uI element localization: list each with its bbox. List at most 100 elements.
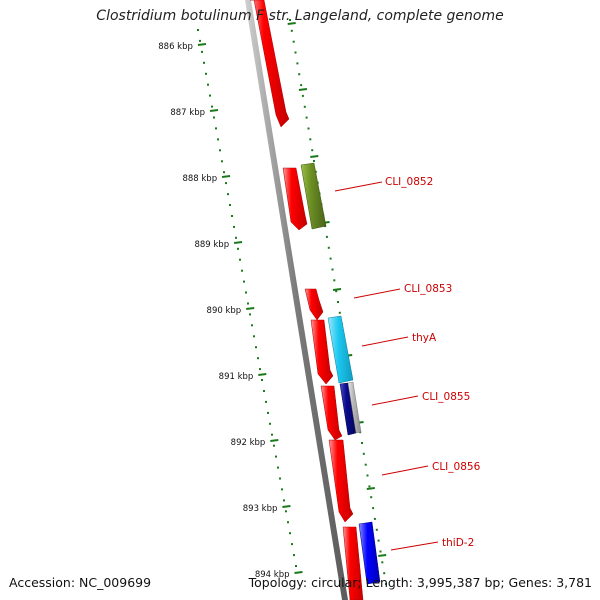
right-guide-dot <box>333 279 336 282</box>
gene-thid-2-bar[interactable] <box>358 521 381 585</box>
right-guide-dot <box>327 246 330 249</box>
leader-thya <box>361 336 409 347</box>
right-guide-dot <box>383 572 386 575</box>
left-guide-dot <box>239 258 241 261</box>
left-guide-dot <box>227 193 229 196</box>
ruler-tick-label: 888 kbp <box>182 174 217 184</box>
ruler-tick-label: 890 kbp <box>207 306 242 316</box>
right-guide-dot <box>307 127 310 130</box>
right-guide-dot <box>311 149 314 152</box>
right-guide-tick <box>378 554 387 557</box>
left-guide-dot <box>217 138 219 141</box>
orf-red-2[interactable] <box>282 167 308 231</box>
right-guide-dot <box>313 160 315 162</box>
ruler-tick-label: 894 kbp <box>255 570 290 580</box>
ruler-tick-mark <box>258 373 267 376</box>
right-guide-dot <box>309 138 312 141</box>
left-guide-dot <box>273 444 275 447</box>
left-guide-dot <box>243 280 245 283</box>
left-guide-dot <box>231 215 233 217</box>
left-guide-dot <box>223 171 225 174</box>
left-guide-dot <box>197 29 199 31</box>
gene-cli-0855-gray-bar[interactable] <box>347 381 362 434</box>
left-guide-dot <box>269 422 271 425</box>
orf-features <box>250 0 364 600</box>
left-guide-dot <box>255 346 257 349</box>
ruler-tick-mark <box>221 175 231 178</box>
gene-label-thid-2[interactable]: thiD-2 <box>442 537 474 549</box>
right-guide-dot <box>338 311 341 314</box>
right-guide-dot <box>300 84 303 87</box>
right-guide-dot <box>368 485 371 488</box>
ruler-ticks: 886 kbp 887 kbp 888 kbp 889 kbp 890 kbp 891 k… <box>158 42 303 580</box>
orf-red-7[interactable] <box>342 526 364 600</box>
left-guide-dot <box>207 83 209 86</box>
left-guide-dot <box>221 160 223 163</box>
leader-cli-0856 <box>381 465 429 476</box>
left-guide-dot <box>271 433 273 436</box>
left-guide-dot <box>295 565 297 567</box>
right-guide-tick <box>366 487 375 490</box>
left-guide-dot <box>205 72 207 75</box>
left-guide-dot <box>285 510 287 513</box>
ruler-tick-label: 892 kbp <box>231 438 266 448</box>
left-guide-dot <box>209 94 211 97</box>
gene-cli-0852-bar[interactable] <box>300 162 327 230</box>
right-guide-tick <box>287 22 296 25</box>
accession-label: Accession: NC_009699 <box>9 575 152 590</box>
orf-red-5[interactable] <box>320 385 343 441</box>
gene-label-leaders <box>334 181 439 551</box>
left-guide-dot <box>257 357 259 360</box>
gene-thya-bar[interactable] <box>327 315 354 384</box>
topology-label: Topology: circular; Length: 3,995,387 bp… <box>248 575 592 590</box>
gene-label-thya[interactable]: thyA <box>412 332 437 344</box>
gene-label-cli-0853[interactable]: CLI_0853 <box>404 283 452 295</box>
ruler-tick-mark <box>270 439 279 442</box>
right-guide-dot <box>385 583 387 585</box>
right-guide-tick <box>310 155 319 158</box>
right-guide-dot <box>335 290 338 293</box>
right-guide-dot <box>303 105 306 108</box>
right-guide-dot <box>372 507 375 510</box>
right-guide-dot <box>290 29 293 32</box>
right-guide-dot <box>373 517 376 520</box>
right-guide-dot <box>296 62 299 65</box>
right-guide-dot <box>370 496 373 499</box>
right-guide-dot <box>337 301 339 303</box>
left-guide-dot <box>265 400 267 403</box>
orf-red-1[interactable] <box>250 0 290 128</box>
left-guide-dot <box>203 61 205 64</box>
left-guide-dot <box>283 499 285 502</box>
left-guide-dot <box>293 554 295 557</box>
orf-red-3[interactable] <box>304 288 324 321</box>
left-guide-dot <box>277 466 279 469</box>
right-guide-tick <box>298 88 308 91</box>
right-guide-dot <box>366 474 369 477</box>
ruler-tick-label: 891 kbp <box>219 372 254 382</box>
leader-cli-0853 <box>353 288 401 299</box>
gene-label-cli-0856[interactable]: CLI_0856 <box>432 461 481 473</box>
right-guide-dot <box>331 268 334 271</box>
left-guide-dot <box>229 204 231 206</box>
ruler-tick-label: 893 kbp <box>243 504 278 514</box>
ruler-tick-mark <box>233 241 243 244</box>
left-guide-dot <box>253 335 255 338</box>
left-guide-dot <box>263 390 265 392</box>
ruler-tick-label: 889 kbp <box>194 240 229 250</box>
left-guide-dot <box>201 50 203 53</box>
orf-red-4[interactable] <box>310 319 334 385</box>
left-guide-dot <box>261 379 263 381</box>
gene-label-cli-0852[interactable]: CLI_0852 <box>385 176 433 188</box>
left-dotted-guide <box>197 29 297 567</box>
left-guide-dot <box>281 488 283 491</box>
ruler-tick-mark <box>197 43 207 46</box>
left-guide-dot <box>219 149 221 152</box>
right-guide-dot <box>289 19 291 21</box>
right-guide-dot <box>294 51 297 54</box>
left-guide-dot <box>251 324 253 327</box>
orf-red-6[interactable] <box>328 439 354 523</box>
left-guide-dot <box>275 455 277 458</box>
gene-label-cli-0855[interactable]: CLI_0855 <box>422 391 470 403</box>
gene-labels: CLI_0852 CLI_0853 thyA CLI_0855 CLI_0856… <box>385 176 481 549</box>
